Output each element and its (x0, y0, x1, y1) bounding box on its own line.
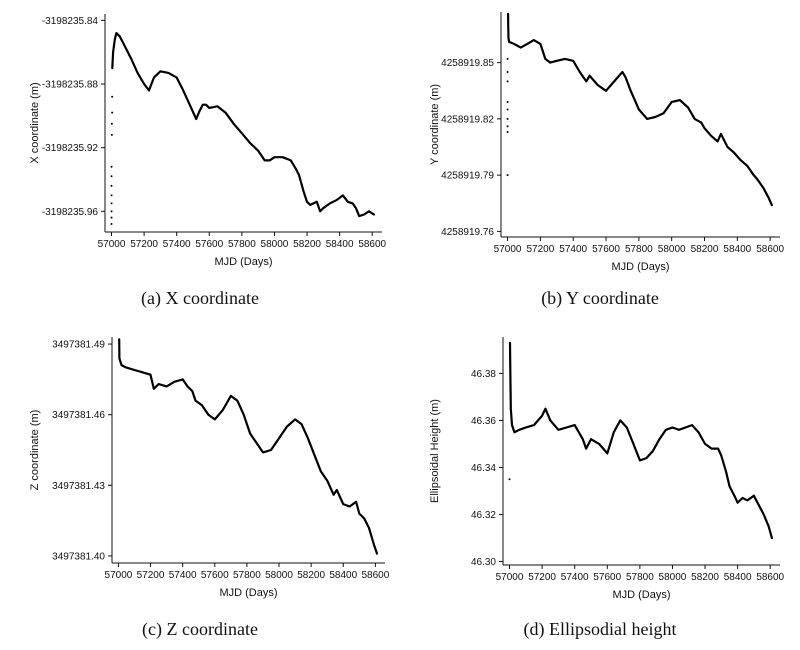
y-tick-label: -3198235.92 (42, 143, 99, 154)
x-tick-label: 57600 (592, 244, 620, 255)
chart-z-coordinate: 57000 57200 57400 57600 57800 58000 58200 58400… (29, 337, 390, 599)
x-tick-label: 57600 (593, 572, 621, 583)
chart-ellipsoidal-height: 57000 57200 57400 57600 57800 58000 58200 58400… (429, 337, 785, 601)
x-tick-label: 58000 (261, 239, 289, 250)
outlier-point (506, 125, 509, 128)
x-tick-label: 58600 (756, 244, 784, 255)
x-tick-label: 58400 (329, 570, 357, 581)
outlier-point (506, 174, 509, 177)
y-tick-label: -3198235.84 (42, 16, 99, 27)
caption-z: (c) Z coordinate (142, 619, 258, 639)
y-tick-label: 4258919.85 (441, 58, 494, 69)
y-axis-title: Z coordinate (m) (29, 410, 41, 491)
x-tick-label: 57000 (105, 570, 133, 581)
y-axis-title: Y coordinate (m) (429, 84, 441, 165)
outlier-point (110, 202, 113, 205)
chart-x-coordinate: 57000 57200 57400 57600 57800 58000 58200 58400… (29, 14, 387, 268)
outlier-point (110, 216, 113, 219)
caption-x: (a) X coordinate (141, 288, 259, 308)
x-tick-label: 57800 (625, 244, 653, 255)
outlier-point (110, 165, 113, 168)
outlier-point (506, 108, 509, 111)
x-tick-label: 57800 (626, 572, 654, 583)
x-tick-label: 57200 (130, 239, 158, 250)
y-axis-title: X coordinate (m) (29, 82, 41, 163)
x-axis-title: MJD (Days) (611, 261, 669, 273)
x-tick-label: 58200 (691, 244, 719, 255)
outlier-point (506, 80, 509, 83)
series-line (118, 338, 379, 555)
x-tick-label: 57400 (169, 570, 197, 581)
x-tick-label: 58400 (724, 572, 752, 583)
y-tick-label: -3198235.96 (42, 207, 99, 218)
outlier-point (110, 133, 113, 136)
series-line (508, 341, 773, 540)
x-tick-label: 57200 (526, 244, 554, 255)
x-tick-label: 58000 (659, 572, 687, 583)
x-tick-label: 57000 (98, 239, 126, 250)
x-tick-label: 57600 (201, 570, 229, 581)
outlier-point (508, 478, 511, 481)
x-tick-label: 58600 (358, 239, 386, 250)
y-tick-label: -3198235.88 (42, 80, 99, 91)
x-tick-label: 57400 (561, 572, 589, 583)
chart-panel-height: 57000 57200 57400 57600 57800 58000 58200 58400… (400, 325, 800, 650)
y-tick-label: 3497381.46 (52, 410, 105, 421)
outlier-point (506, 71, 509, 73)
outlier-point (110, 175, 113, 178)
x-tick-label: 58000 (658, 244, 686, 255)
x-tick-label: 58200 (297, 570, 325, 581)
outlier-point (506, 117, 509, 120)
x-tick-label: 58200 (691, 572, 719, 583)
x-tick-label: 57200 (137, 570, 165, 581)
y-tick-label: 3497381.40 (52, 551, 105, 562)
series-line (506, 12, 773, 207)
y-tick-label: 4258919.82 (441, 114, 494, 125)
x-tick-label: 57600 (195, 239, 223, 250)
outlier-point (110, 122, 113, 125)
x-axis-title: MJD (Days) (219, 587, 277, 599)
x-tick-label: 58200 (293, 239, 321, 250)
x-tick-label: 57400 (559, 244, 587, 255)
x-axis-title: MJD (Days) (214, 256, 272, 268)
y-tick-label: 46.38 (471, 369, 496, 380)
x-tick-label: 57000 (494, 244, 522, 255)
y-tick-label: 46.30 (471, 557, 496, 568)
y-tick-label: 4258919.79 (441, 171, 494, 182)
y-tick-label: 46.34 (471, 463, 496, 474)
y-tick-label: 46.32 (471, 510, 496, 521)
outlier-point (506, 101, 509, 103)
outlier-point (111, 111, 114, 114)
x-tick-label: 57400 (163, 239, 191, 250)
chart-y-coordinate: 57000 57200 57400 57600 57800 58000 58200 58400… (429, 12, 784, 273)
outlier-point (111, 95, 114, 98)
x-axis-title: MJD (Days) (612, 589, 670, 601)
outlier-point (110, 223, 113, 226)
x-tick-label: 58400 (723, 244, 751, 255)
x-tick-label: 58600 (361, 570, 389, 581)
x-tick-label: 58400 (326, 239, 354, 250)
y-axis-title: Ellipsoidal Height (m) (429, 399, 441, 503)
outlier-point (110, 194, 113, 197)
chart-panel-x: 57000 57200 57400 57600 57800 58000 58200 58400… (0, 0, 400, 325)
x-tick-label: 57800 (228, 239, 256, 250)
x-tick-label: 58600 (756, 572, 784, 583)
y-tick-label: 3497381.43 (52, 481, 105, 492)
y-tick-label: 4258919.76 (441, 227, 494, 238)
y-tick-label: 46.36 (471, 416, 496, 427)
caption-y: (b) Y coordinate (541, 288, 659, 308)
caption-height: (d) Ellipsodial height (523, 619, 677, 639)
y-tick-label: 3497381.49 (52, 340, 105, 351)
series-line (111, 31, 375, 218)
outlier-point (506, 131, 509, 133)
chart-panel-z: 57000 57200 57400 57600 57800 58000 58200 58400… (0, 325, 400, 650)
outlier-point (110, 210, 113, 213)
x-tick-label: 57000 (496, 572, 524, 583)
outlier-point (110, 184, 113, 187)
x-tick-label: 57200 (528, 572, 556, 583)
chart-panel-y: 57000 57200 57400 57600 57800 58000 58200 58400… (400, 0, 800, 325)
outlier-point (506, 57, 509, 60)
x-tick-label: 57800 (233, 570, 261, 581)
x-tick-label: 58000 (265, 570, 293, 581)
